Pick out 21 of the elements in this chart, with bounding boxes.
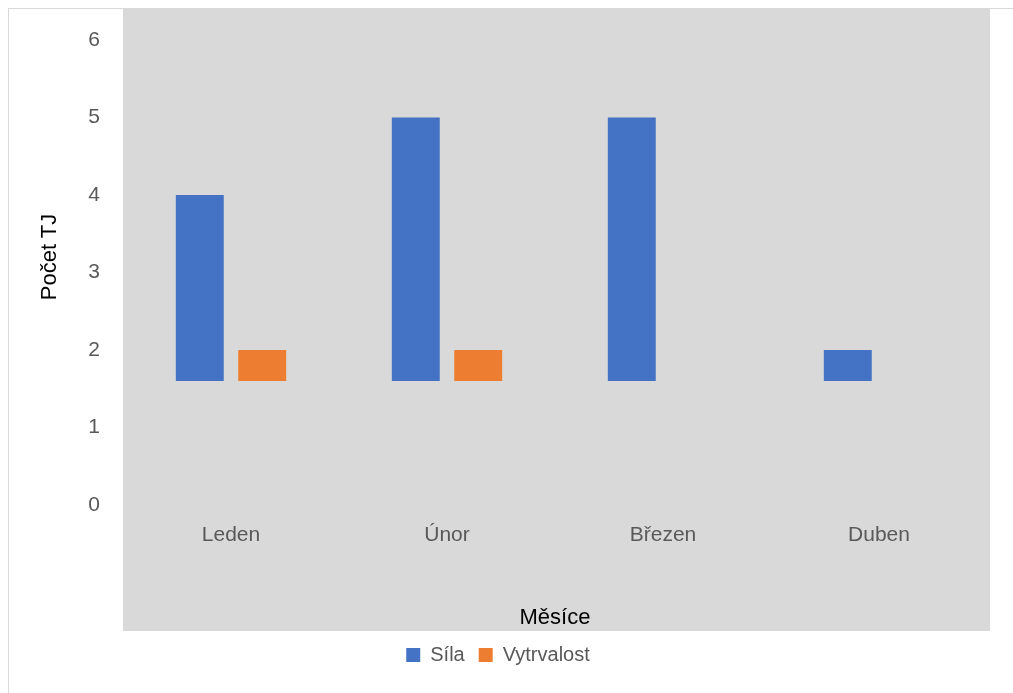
y-tick-label: 4 — [88, 181, 101, 205]
y-tick-label: 2 — [88, 336, 100, 360]
x-tick-label: Březen — [629, 522, 697, 546]
bar — [391, 117, 440, 381]
bar — [823, 350, 872, 381]
legend-label: Vytrvalost — [502, 642, 591, 665]
y-axis-title: Počet TJ — [36, 213, 62, 301]
bar — [175, 195, 224, 381]
x-tick-label: Leden — [201, 522, 261, 546]
y-tick-label: 5 — [88, 104, 100, 128]
x-axis-title: Měsíce — [519, 603, 591, 629]
y-tick-label: 6 — [88, 26, 100, 50]
bar — [607, 117, 656, 381]
y-tick-label: 0 — [88, 491, 100, 515]
x-tick-label: Duben — [848, 522, 910, 546]
bar — [238, 350, 287, 381]
legend-label: Síla — [430, 642, 466, 665]
bar — [454, 350, 503, 381]
x-tick-label: Únor — [424, 522, 470, 546]
y-tick-label: 3 — [88, 259, 100, 283]
y-tick-label: 1 — [88, 414, 100, 438]
